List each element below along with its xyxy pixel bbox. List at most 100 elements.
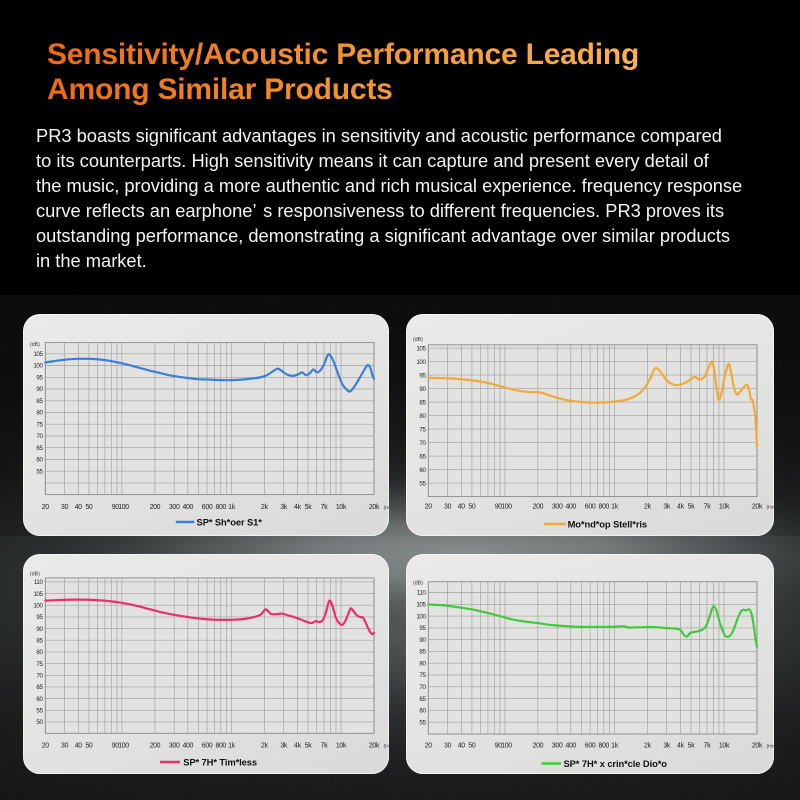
svg-text:65: 65	[419, 453, 426, 460]
svg-text:80: 80	[419, 413, 426, 420]
svg-text:90: 90	[495, 743, 503, 750]
svg-text:300: 300	[552, 504, 563, 511]
svg-text:2k: 2k	[261, 504, 269, 511]
svg-text:(dB): (dB)	[413, 337, 423, 343]
svg-text:5k: 5k	[305, 743, 313, 750]
svg-text:30: 30	[444, 743, 452, 750]
svg-text:5k: 5k	[688, 504, 696, 511]
svg-text:75: 75	[36, 421, 43, 428]
svg-text:20: 20	[42, 504, 50, 511]
svg-text:4k: 4k	[294, 743, 302, 750]
svg-text:20k: 20k	[752, 504, 763, 511]
svg-text:40: 40	[75, 743, 83, 750]
svg-text:SP* 7H* Tim*less: SP* 7H* Tim*less	[183, 756, 257, 767]
svg-text:200: 200	[150, 743, 161, 750]
svg-text:60: 60	[36, 457, 43, 464]
svg-text:4k: 4k	[677, 743, 685, 750]
svg-text:95: 95	[36, 614, 43, 621]
svg-text:7k: 7k	[704, 504, 712, 511]
svg-text:1k: 1k	[228, 743, 236, 750]
svg-text:90: 90	[112, 504, 120, 511]
svg-text:SP* Sh*oer S1*: SP* Sh*oer S1*	[197, 516, 263, 527]
svg-text:600: 600	[202, 743, 213, 750]
svg-text:90: 90	[495, 504, 503, 511]
svg-text:80: 80	[36, 649, 43, 656]
svg-text:60: 60	[419, 467, 426, 474]
svg-text:7k: 7k	[704, 743, 712, 750]
svg-text:300: 300	[169, 743, 180, 750]
svg-text:5k: 5k	[305, 504, 313, 511]
svg-text:70: 70	[419, 440, 426, 447]
svg-text:10k: 10k	[719, 743, 730, 750]
svg-text:SP* 7H* x crin*cle Dio*o: SP* 7H* x crin*cle Dio*o	[564, 758, 668, 769]
svg-text:3k: 3k	[663, 743, 671, 750]
svg-text:3k: 3k	[663, 504, 671, 511]
svg-text:65: 65	[36, 445, 43, 452]
svg-text:100: 100	[501, 743, 512, 750]
svg-text:70: 70	[36, 673, 43, 680]
svg-text:50: 50	[468, 504, 476, 511]
svg-text:800: 800	[598, 743, 609, 750]
svg-text:1k: 1k	[228, 504, 236, 511]
svg-text:100: 100	[118, 504, 129, 511]
svg-text:105: 105	[33, 351, 43, 358]
svg-text:(Hz): (Hz)	[767, 744, 775, 750]
svg-text:50: 50	[85, 743, 93, 750]
svg-text:10k: 10k	[336, 504, 347, 511]
svg-text:10k: 10k	[719, 504, 730, 511]
svg-text:20: 20	[42, 743, 50, 750]
svg-text:75: 75	[419, 426, 426, 433]
svg-text:7k: 7k	[321, 743, 329, 750]
svg-text:4k: 4k	[677, 504, 685, 511]
svg-text:105: 105	[416, 345, 426, 352]
svg-text:100: 100	[416, 613, 426, 620]
svg-text:30: 30	[61, 504, 69, 511]
svg-text:400: 400	[565, 743, 576, 750]
svg-text:50: 50	[468, 743, 476, 750]
svg-text:1k: 1k	[611, 504, 619, 511]
svg-text:300: 300	[552, 743, 563, 750]
svg-text:400: 400	[182, 504, 193, 511]
svg-text:85: 85	[419, 649, 426, 656]
svg-text:100: 100	[33, 602, 43, 609]
svg-text:70: 70	[419, 684, 426, 691]
svg-text:600: 600	[202, 504, 213, 511]
svg-text:(Hz): (Hz)	[384, 744, 390, 750]
svg-text:75: 75	[419, 672, 426, 679]
svg-text:95: 95	[419, 372, 426, 379]
svg-text:400: 400	[182, 743, 193, 750]
svg-text:200: 200	[150, 504, 161, 511]
svg-text:2k: 2k	[644, 504, 652, 511]
svg-text:100: 100	[118, 743, 129, 750]
svg-text:(dB): (dB)	[30, 572, 40, 578]
svg-text:105: 105	[416, 602, 426, 609]
svg-text:105: 105	[33, 591, 43, 598]
svg-text:65: 65	[36, 684, 43, 691]
svg-text:30: 30	[61, 743, 69, 750]
svg-text:(dB): (dB)	[30, 342, 40, 348]
svg-text:55: 55	[419, 719, 426, 726]
svg-text:100: 100	[416, 359, 426, 366]
svg-text:100: 100	[33, 363, 43, 370]
svg-text:85: 85	[419, 399, 426, 406]
svg-text:800: 800	[215, 743, 226, 750]
svg-text:3k: 3k	[280, 743, 288, 750]
svg-text:90: 90	[36, 626, 43, 633]
svg-text:(Hz): (Hz)	[384, 505, 390, 511]
svg-text:65: 65	[419, 696, 426, 703]
svg-text:20k: 20k	[752, 743, 763, 750]
svg-text:60: 60	[419, 708, 426, 715]
svg-text:20: 20	[425, 504, 433, 511]
svg-text:95: 95	[36, 375, 43, 382]
svg-text:90: 90	[419, 386, 426, 393]
svg-text:70: 70	[36, 433, 43, 440]
svg-text:90: 90	[112, 743, 120, 750]
svg-text:10k: 10k	[336, 743, 347, 750]
svg-text:40: 40	[75, 504, 83, 511]
svg-text:200: 200	[533, 743, 544, 750]
svg-text:2k: 2k	[261, 743, 269, 750]
svg-text:800: 800	[215, 504, 226, 511]
svg-text:40: 40	[458, 504, 466, 511]
svg-text:1k: 1k	[611, 743, 619, 750]
svg-text:85: 85	[36, 638, 43, 645]
